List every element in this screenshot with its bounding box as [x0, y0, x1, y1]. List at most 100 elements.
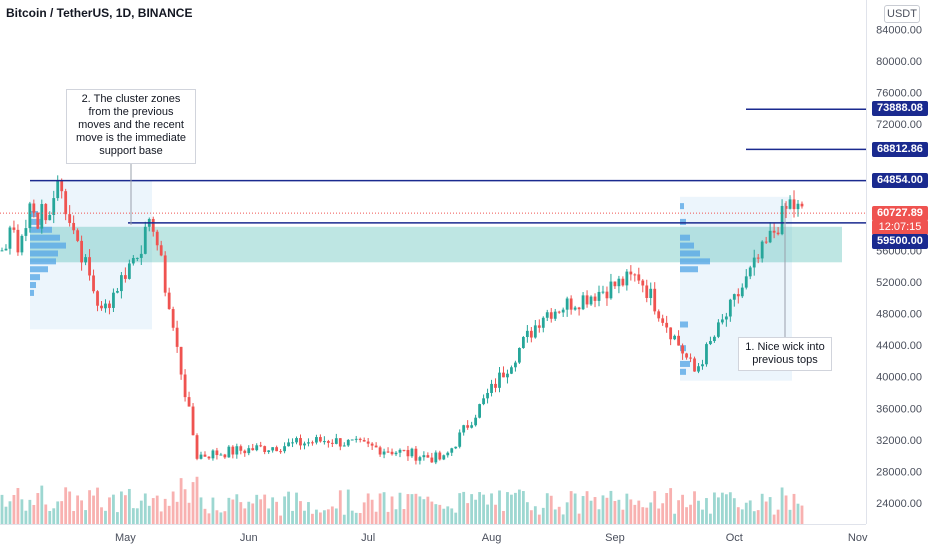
annotation-cluster-zones[interactable]: 2. The cluster zones from the previous m…: [66, 89, 196, 164]
candle-body: [151, 218, 155, 232]
candle-body: [645, 285, 649, 298]
volume-bar: [299, 501, 302, 524]
candle-body: [521, 337, 525, 349]
candle-body: [88, 257, 91, 276]
volume-bar: [72, 510, 76, 524]
candle-body: [470, 425, 474, 428]
candle-body: [279, 451, 282, 453]
candle-body: [605, 291, 609, 299]
candle-body: [68, 214, 72, 223]
volume-bar: [502, 510, 505, 524]
volume-bar: [589, 500, 593, 524]
currency-selector[interactable]: USDT: [884, 5, 920, 23]
volume-bar: [151, 498, 155, 524]
candle-body: [422, 455, 426, 458]
candle-body: [303, 443, 306, 446]
volume-bar: [637, 500, 641, 524]
volume-bar: [613, 500, 617, 524]
candle-body: [28, 203, 32, 229]
price-tick-1: 80000.00: [876, 56, 922, 68]
candle-body: [362, 440, 366, 442]
volume-bar: [147, 505, 151, 524]
candle-body: [382, 451, 386, 455]
volume-bar: [625, 493, 629, 524]
volume-bar: [697, 500, 700, 524]
candle-body: [259, 445, 263, 447]
volume-bar: [617, 499, 621, 524]
volume-bar: [92, 495, 95, 524]
candle-body: [458, 432, 462, 447]
candle-body: [334, 438, 338, 444]
volume-bar: [88, 490, 91, 524]
volume-bar: [720, 492, 724, 524]
candle-body: [354, 438, 358, 440]
candle-body: [127, 263, 131, 279]
candle-body: [418, 457, 422, 461]
candle-body: [227, 446, 231, 458]
volume-bar: [143, 493, 147, 524]
volume-bar: [593, 497, 597, 524]
volume-bar: [354, 512, 358, 524]
annotation-wick[interactable]: 1. Nice wick into previous tops: [738, 337, 832, 371]
candle-body: [199, 454, 203, 459]
candle-body: [215, 450, 219, 456]
volume-bar: [621, 509, 625, 524]
support-zone: [30, 226, 842, 263]
volume-bar: [139, 500, 143, 524]
volume-bar: [426, 496, 430, 524]
candle-body: [693, 358, 696, 372]
volume-bar: [155, 495, 159, 524]
volume-profile-bar: [680, 258, 710, 265]
volume-bar: [167, 505, 171, 524]
volume-bar: [709, 513, 712, 524]
volume-bar: [191, 482, 195, 524]
candle-body: [60, 180, 64, 192]
candle-body: [92, 275, 95, 292]
candle-body: [748, 267, 752, 277]
volume-bar: [251, 503, 255, 524]
candle-body: [446, 452, 450, 456]
candle-body: [390, 451, 394, 455]
candle-body: [163, 255, 167, 293]
volume-bar: [56, 501, 60, 524]
volume-bar: [16, 488, 20, 524]
volume-bar: [271, 497, 275, 524]
volume-bar: [573, 493, 577, 524]
candle-body: [533, 325, 537, 338]
volume-bar: [478, 492, 481, 524]
volume-profile-bar: [680, 218, 686, 225]
price-line-label-59500: 59500.00: [872, 234, 928, 249]
volume-profile-bar: [680, 234, 690, 241]
price-line-label-68812: 68812.86: [872, 142, 928, 157]
volume-bar: [609, 490, 613, 524]
volume-bar: [756, 510, 760, 524]
volume-bar: [418, 496, 422, 524]
candle-body: [482, 398, 485, 405]
candle-body: [116, 291, 119, 293]
volume-bar: [701, 509, 704, 524]
volume-bar: [235, 494, 239, 524]
volume-bar: [740, 509, 744, 524]
candle-body: [191, 406, 195, 436]
volume-bar: [529, 510, 533, 524]
volume-bar: [657, 508, 661, 524]
candle-body: [549, 312, 553, 319]
candle-body: [434, 452, 438, 463]
candle-body: [207, 456, 211, 459]
volume-bar: [549, 495, 553, 524]
volume-bar: [518, 489, 521, 524]
candle-body: [120, 275, 123, 292]
candle-body: [80, 240, 83, 263]
candle-body: [784, 205, 788, 209]
volume-bar: [442, 508, 446, 524]
price-tick-12: 24000.00: [876, 498, 922, 510]
candle-body: [267, 450, 271, 452]
candle-body: [84, 257, 87, 263]
volume-bar: [717, 497, 720, 524]
time-tick-aug: Aug: [482, 532, 502, 544]
candle-body: [736, 294, 740, 297]
candle-body: [139, 253, 143, 258]
candle-body: [406, 449, 410, 457]
